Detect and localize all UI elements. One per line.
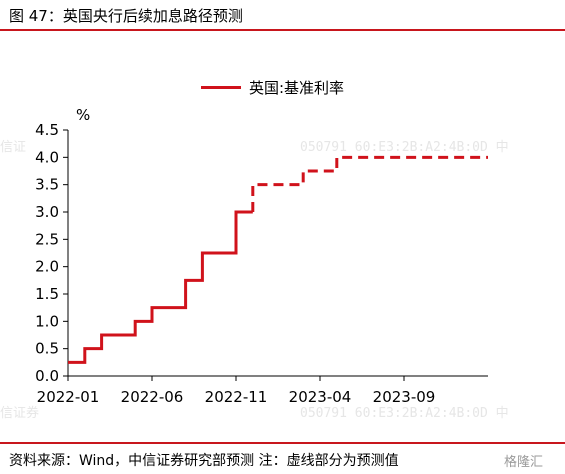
watermark-text: 信证 xyxy=(0,140,27,155)
chart-axes: 0.0 0.5 1.0 1.5 2.0 2.5 3.0 3.5 4.0 4.5% 2022-01 20… xyxy=(35,106,488,406)
x-tick-label: 2022-06 xyxy=(121,388,184,406)
chart-series xyxy=(68,155,488,364)
figure-footer: 资料来源：Wind，中信证券研究部预测 注：虚线部分为预测值 格隆汇 xyxy=(0,442,565,474)
actual-rate-line xyxy=(68,210,253,364)
rate-chart: 0.0 0.5 1.0 1.5 2.0 2.5 3.0 3.5 4.0 4.5% 2022-01 20… xyxy=(35,106,488,406)
x-tick-label: 2023-09 xyxy=(373,388,436,406)
publisher-logo: 格隆汇 xyxy=(503,455,543,470)
x-tick-label: 2023-04 xyxy=(289,388,352,406)
x-tick-label: 2022-11 xyxy=(205,388,268,406)
y-tick-label: 1.0 xyxy=(35,312,59,330)
figure-title: 图 47：英国央行后续加息路径预测 xyxy=(9,7,243,25)
y-axis-unit-label: % xyxy=(76,106,90,124)
y-tick-label: 0.5 xyxy=(35,340,59,358)
y-tick-label: 1.5 xyxy=(35,285,59,303)
y-tick-label: 2.5 xyxy=(35,230,59,248)
y-tick-label: 3.0 xyxy=(35,203,59,221)
y-tick-label: 2.0 xyxy=(35,258,59,276)
y-tick-label: 4.5 xyxy=(35,121,59,139)
x-tick-label: 2022-01 xyxy=(37,388,100,406)
legend-label: 英国:基准利率 xyxy=(249,79,345,97)
y-tick-label: 3.5 xyxy=(35,176,59,194)
figure-header: 图 47：英国央行后续加息路径预测 xyxy=(0,0,565,31)
figure-source: 资料来源：Wind，中信证券研究部预测 注：虚线部分为预测值 xyxy=(9,453,399,469)
watermark-text: 信证券 xyxy=(0,406,40,421)
watermark-text: 050791 60:E3:2B:A2:4B:0D 中 xyxy=(300,406,509,421)
y-tick-label: 0.0 xyxy=(35,367,59,385)
watermark-text: 050791 60:E3:2B:A2:4B:0D 中 xyxy=(300,140,509,155)
forecast-rate-line xyxy=(251,155,488,212)
legend-swatch xyxy=(201,86,241,89)
y-tick-label: 4.0 xyxy=(35,148,59,166)
